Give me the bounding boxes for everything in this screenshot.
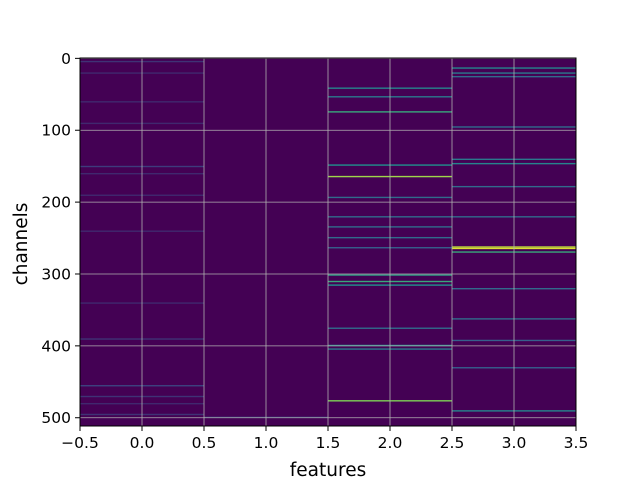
x-tick-label: 0.0 (130, 434, 155, 452)
plot-area (79, 57, 577, 427)
x-tick-label: 2.0 (378, 434, 403, 452)
y-tick-label: 100 (41, 122, 71, 140)
x-tick-label: 0.5 (192, 434, 217, 452)
y-axis-ticks: 0 100 200 300 400 500 (41, 50, 80, 427)
x-tick-label: 1.5 (316, 434, 341, 452)
x-axis-label: features (290, 460, 366, 480)
x-tick-label: 1.0 (254, 434, 279, 452)
x-tick-label: 2.5 (440, 434, 465, 452)
x-tick-label: 3.5 (564, 434, 589, 452)
y-tick-label: 300 (41, 265, 71, 283)
x-tick-label: 3.0 (502, 434, 527, 452)
y-tick-label: 500 (41, 409, 71, 427)
y-tick-label: 200 (41, 194, 71, 212)
x-tick-label: −0.5 (61, 434, 99, 452)
y-tick-label: 0 (61, 50, 71, 68)
x-axis-ticks: −0.5 0.0 0.5 1.0 1.5 2.0 2.5 3.0 3.5 (61, 426, 588, 452)
y-axis-label: channels (11, 203, 32, 286)
y-tick-label: 400 (41, 337, 71, 355)
